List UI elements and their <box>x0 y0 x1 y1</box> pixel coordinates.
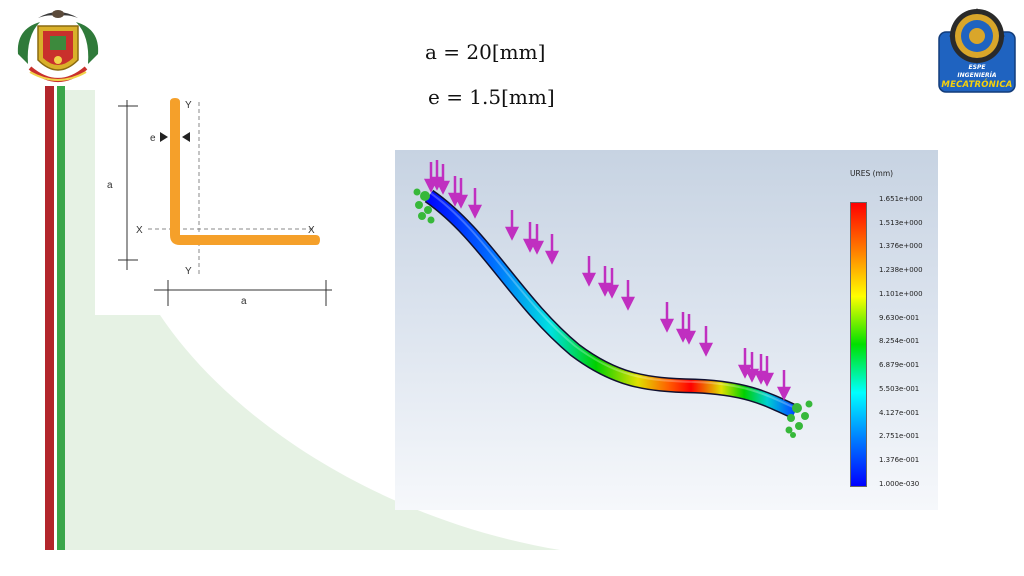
legend-tick: 1.000e-030 <box>879 480 920 488</box>
flag-white-stripe <box>54 86 57 550</box>
logo-text-espe: ESPE <box>968 64 986 71</box>
fixture-left <box>413 188 435 224</box>
load-arrows <box>423 160 792 401</box>
label-x-right: X <box>308 225 315 236</box>
legend-tick: 1.101e+000 <box>879 290 923 298</box>
legend-tick: 6.879e-001 <box>879 361 920 369</box>
legend-tick: 4.127e-001 <box>879 409 920 417</box>
e-arrow-left <box>160 132 168 142</box>
angle-section-drawing: a a e Y Y X X <box>107 98 332 307</box>
legend-colorbar <box>850 202 867 487</box>
legend-tick: 2.751e-001 <box>879 432 920 440</box>
deformed-beam-plot <box>413 160 813 438</box>
legend-tick: 1.376e+000 <box>879 242 923 250</box>
label-a-horizontal: a <box>241 296 247 307</box>
label-y-bottom: Y <box>185 266 192 277</box>
label-a-vertical: a <box>107 180 113 191</box>
espe-mecatronica-logo: ESPE INGENIERÍA MECATRÓNICA <box>938 6 1016 94</box>
coat-of-arms-logo <box>17 10 99 82</box>
equation-a: a = 20[mm] <box>425 40 546 64</box>
fixture-right <box>785 400 813 438</box>
green-curve-shape <box>62 90 560 550</box>
label-x-left: X <box>136 225 143 236</box>
legend-tick: 1.238e+000 <box>879 266 923 274</box>
beam-body <box>424 189 799 419</box>
legend-tick: 1.513e+000 <box>879 219 923 227</box>
e-arrow-right <box>182 132 190 142</box>
simulation-result-panel: URES (mm) 1.651e+000 1.513e+000 1.376e+0… <box>395 150 938 510</box>
angle-profile <box>170 98 320 245</box>
flag-green-stripe <box>57 86 65 550</box>
legend-tick: 9.630e-001 <box>879 314 920 322</box>
legend-tick: 8.254e-001 <box>879 337 920 345</box>
label-y-top: Y <box>185 100 192 111</box>
legend-tick: 1.376e-001 <box>879 456 920 464</box>
logo-text-mecatronica: MECATRÓNICA <box>941 80 1013 90</box>
label-e: e <box>150 133 156 144</box>
legend-tick: 5.503e-001 <box>879 385 920 393</box>
beam-contour <box>425 191 798 418</box>
logo-text-ingenieria: INGENIERÍA <box>957 72 997 79</box>
legend-tick: 1.651e+000 <box>879 195 923 203</box>
equation-e: e = 1.5[mm] <box>428 85 555 109</box>
legend-title: URES (mm) <box>850 169 894 178</box>
flag-red-stripe <box>45 86 54 550</box>
